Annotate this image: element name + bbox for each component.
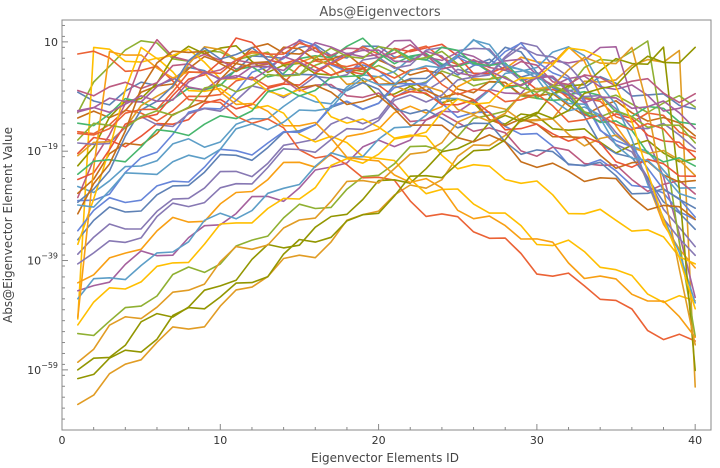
series-line-32 bbox=[77, 46, 697, 364]
x-tick-label: 10 bbox=[213, 434, 227, 447]
series-line-31 bbox=[77, 46, 697, 209]
x-tick-label: 30 bbox=[530, 434, 544, 447]
series-group bbox=[77, 37, 697, 406]
x-axis-label: Eigenvector Elements ID bbox=[311, 451, 459, 465]
y-tick-label: 10−59 bbox=[27, 361, 58, 377]
y-axis-ticks: 10 10−19 10−39 10−59 bbox=[27, 24, 68, 420]
series-line-35 bbox=[77, 46, 697, 265]
x-tick-label: 20 bbox=[372, 434, 386, 447]
x-tick-label: 40 bbox=[688, 434, 702, 447]
series-line-26 bbox=[77, 37, 697, 181]
series-line-38 bbox=[77, 47, 697, 326]
series-line-27 bbox=[77, 42, 697, 232]
x-tick-label: 0 bbox=[59, 434, 66, 447]
series-line-36 bbox=[77, 50, 697, 221]
series-line-28 bbox=[77, 50, 697, 339]
series-line-15 bbox=[77, 37, 697, 127]
x-axis-ticks: 0 10 20 30 40 bbox=[59, 424, 702, 447]
series-line-16 bbox=[77, 46, 697, 241]
y-tick-label: 10 bbox=[44, 36, 58, 49]
series-line-12 bbox=[77, 38, 697, 221]
y-tick-label: 10−39 bbox=[27, 252, 58, 268]
chart-title: Abs@Eigenvectors bbox=[319, 5, 440, 20]
series-line-33 bbox=[77, 45, 697, 144]
series-line-37 bbox=[77, 39, 697, 208]
series-line-34 bbox=[77, 42, 697, 153]
plot-frame bbox=[61, 19, 712, 431]
y-tick-label: 10−19 bbox=[27, 142, 58, 158]
series-line-20 bbox=[77, 46, 697, 150]
series-line-39 bbox=[77, 41, 697, 130]
series-line-18 bbox=[77, 40, 697, 338]
series-line-40 bbox=[77, 46, 697, 380]
y-axis-label: Abs@Eigenvector Element Value bbox=[1, 127, 15, 323]
